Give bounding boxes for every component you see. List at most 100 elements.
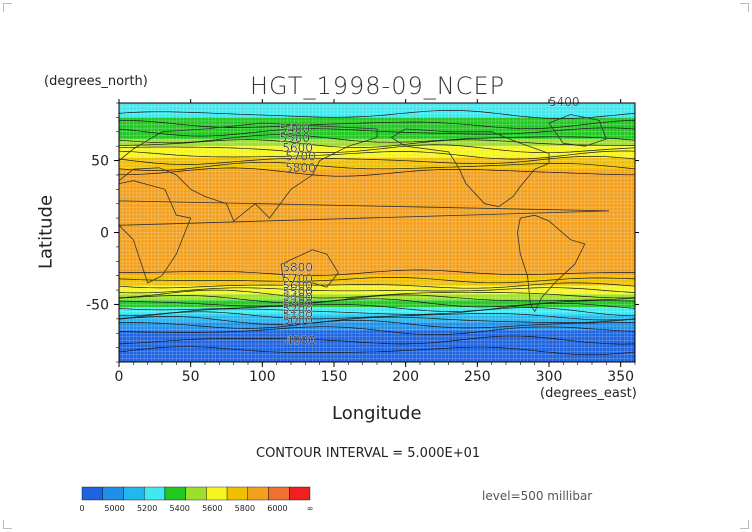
contour-label: 5200 [282, 302, 313, 316]
contour-label: 4900 [285, 334, 316, 348]
colorbar-swatch [268, 486, 290, 501]
heatmap-band-13 [119, 330, 635, 362]
chart-title: HGT_1998-09_NCEP [250, 72, 506, 100]
contour-line [118, 110, 636, 119]
axes: 0 50 100 150 200 250 300 350 50 0 -50 [86, 99, 639, 385]
x-tick-label: 50 [182, 369, 200, 385]
level-text: level=500 millibar [482, 489, 593, 503]
y-tick-label: 50 [91, 154, 109, 170]
contour-line [119, 139, 635, 148]
colorbar-swatch [164, 486, 186, 501]
x-axis-label: Longitude [332, 403, 422, 424]
continent-outline-0 [118, 122, 378, 222]
x-tick-label: 100 [249, 369, 276, 385]
heatmap-band-2 [119, 138, 635, 147]
colorbar-swatch [226, 486, 249, 501]
heatmap-band-12 [119, 321, 635, 331]
contour-line [118, 335, 636, 345]
contour-label: 5000 [282, 314, 313, 328]
contour-label: 5500 [280, 131, 311, 145]
grid-lines [118, 102, 636, 363]
heatmap-band-4 [119, 157, 635, 170]
contour-line [119, 307, 636, 317]
continent-outline-1 [118, 180, 610, 284]
x-tick-label: 300 [536, 369, 563, 385]
contour-label: 5800 [285, 161, 316, 175]
colorbar-swatch [81, 486, 103, 501]
colorbar-swatch [185, 486, 207, 501]
corner-mark-top-left [3, 3, 12, 12]
x-tick-label: 250 [464, 369, 491, 385]
contour-label: 5600 [282, 141, 313, 155]
heatmap-band-10 [119, 307, 635, 315]
continent-outline-4 [517, 214, 586, 313]
colorbar-swatch [102, 486, 124, 501]
coastline-outlines [118, 114, 610, 313]
colorbar: 0 5000 5200 5400 5600 5800 6000 ∞ [79, 486, 314, 513]
colorbar-label: 6000 [267, 504, 287, 513]
contour-line [118, 167, 635, 177]
contour-label: 5400 [280, 122, 311, 136]
corner-mark-bottom-left [3, 520, 12, 529]
contour-line [118, 277, 636, 284]
contour-line [118, 289, 636, 299]
y-tick-label: -50 [86, 297, 109, 313]
contour-label: 5100 [282, 308, 313, 322]
contour-line [119, 319, 635, 329]
y-units-label: (degrees_north) [44, 74, 148, 89]
contour-label: 5700 [282, 272, 313, 286]
plot-area: 5400540055005600570058005800570056005500… [118, 95, 636, 363]
contour-line [118, 311, 636, 321]
colorbar-swatch [247, 486, 269, 501]
continent-outline-2 [280, 249, 339, 288]
contour-line [118, 144, 636, 154]
contour-line [119, 120, 636, 129]
x-tick-label: 150 [321, 369, 348, 385]
contour-line [119, 269, 635, 276]
contour-label: 5400 [549, 95, 580, 109]
heatmap-band-9 [119, 300, 635, 308]
heatmap-band-11 [119, 314, 635, 322]
contour-interval-text: CONTOUR INTERVAL = 5.000E+01 [256, 446, 481, 461]
colorbar-label: ∞ [307, 504, 314, 513]
x-units-label: (degrees_east) [540, 386, 637, 401]
colorbar-swatch [206, 486, 228, 501]
continent-outline-3 [390, 128, 550, 208]
contour-label: 5300 [282, 296, 313, 310]
colorbar-label: 5000 [104, 504, 124, 513]
x-tick-label: 200 [392, 369, 419, 385]
contour-label: 5600 [282, 279, 313, 293]
contour-label: 5500 [282, 285, 313, 299]
heatmap-band-7 [119, 285, 635, 295]
contour-label: 5400 [282, 291, 313, 305]
colorbar-label: 5600 [202, 504, 222, 513]
colorbar-label: 5400 [170, 504, 190, 513]
x-tick-label: 350 [607, 369, 634, 385]
contour-line [118, 316, 636, 325]
contour-label: 5800 [282, 260, 313, 274]
corner-mark-bottom-right [740, 520, 749, 529]
y-tick-label: 0 [100, 226, 109, 242]
x-tick-label: 0 [115, 369, 124, 385]
colorbar-swatch [143, 486, 166, 501]
contour-line [118, 302, 636, 312]
colorbar-label: 0 [79, 504, 84, 513]
contour-line [118, 326, 636, 336]
contour-line [118, 134, 636, 144]
colorbar-swatch [123, 486, 145, 501]
contour-line [118, 282, 636, 289]
colorbar-swatch [289, 486, 311, 501]
colorbar-label: 5800 [235, 504, 255, 513]
heatmap-band-0 [119, 103, 635, 118]
heatmap-band-8 [119, 294, 635, 301]
contour-line [118, 298, 636, 308]
corner-mark-top-right [740, 3, 749, 12]
heatmap-band-6 [119, 275, 635, 286]
contour-line [118, 287, 636, 294]
contour-line [118, 346, 636, 356]
continent-outline-5 [548, 114, 607, 147]
contour-label: 5700 [285, 150, 316, 164]
colorbar-label: 5200 [137, 504, 157, 513]
contour-line [118, 294, 636, 304]
